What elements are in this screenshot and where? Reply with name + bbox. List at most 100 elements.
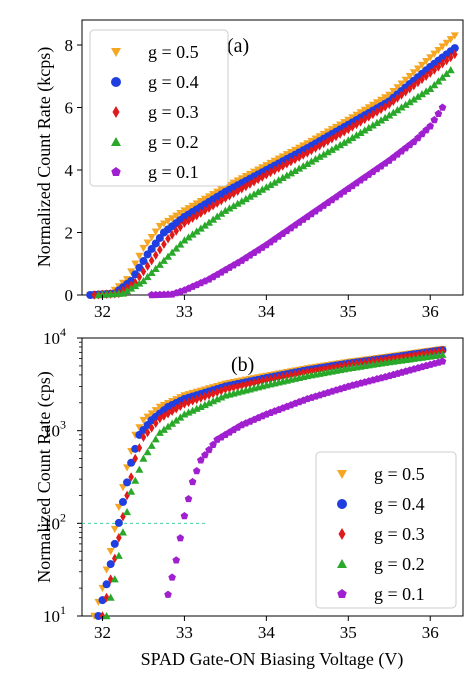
data-point bbox=[439, 58, 446, 69]
data-point bbox=[184, 205, 193, 213]
data-point bbox=[419, 74, 425, 85]
data-point bbox=[202, 391, 208, 402]
data-point bbox=[288, 370, 294, 381]
data-point bbox=[118, 484, 127, 492]
data-point bbox=[255, 174, 261, 185]
data-point bbox=[102, 612, 111, 620]
data-point bbox=[319, 130, 328, 139]
legend-marker bbox=[337, 470, 347, 479]
data-point bbox=[168, 573, 176, 581]
data-point bbox=[450, 32, 459, 40]
data-point bbox=[180, 236, 189, 244]
data-point bbox=[152, 418, 159, 429]
data-point bbox=[266, 180, 275, 189]
data-point bbox=[172, 212, 181, 220]
data-point bbox=[332, 143, 340, 151]
data-point bbox=[226, 383, 233, 394]
data-point bbox=[323, 128, 332, 136]
data-point bbox=[176, 240, 185, 248]
data-point bbox=[114, 551, 123, 559]
data-point bbox=[164, 422, 173, 430]
data-point bbox=[127, 487, 136, 495]
data-point bbox=[368, 101, 377, 109]
data-point bbox=[188, 230, 197, 238]
data-point bbox=[152, 250, 159, 260]
data-point bbox=[381, 113, 390, 122]
data-point bbox=[430, 81, 439, 89]
data-point bbox=[135, 465, 144, 473]
data-point bbox=[106, 593, 115, 601]
data-point bbox=[168, 215, 177, 223]
legend-item: g = 0.1 bbox=[111, 162, 199, 182]
data-point bbox=[143, 250, 152, 259]
data-point bbox=[192, 404, 201, 412]
panel-b-data-markers bbox=[90, 345, 447, 621]
data-point bbox=[415, 77, 421, 88]
data-point bbox=[434, 47, 443, 55]
data-point bbox=[438, 357, 447, 365]
data-point bbox=[413, 92, 422, 100]
data-point bbox=[340, 138, 349, 146]
data-point bbox=[271, 373, 278, 384]
y-tick-label: 104 bbox=[43, 325, 66, 348]
data-point bbox=[275, 163, 282, 173]
data-point bbox=[237, 197, 246, 205]
data-point bbox=[278, 153, 287, 161]
data-point bbox=[327, 126, 336, 134]
data-point bbox=[345, 124, 352, 135]
data-point bbox=[206, 390, 212, 400]
legend-item: g = 0.4 bbox=[111, 72, 199, 92]
data-point bbox=[406, 83, 413, 94]
data-point bbox=[254, 166, 263, 174]
panel-a-tag: (a) bbox=[227, 35, 249, 57]
data-point bbox=[397, 80, 406, 88]
data-point bbox=[238, 183, 245, 194]
data-point bbox=[143, 448, 152, 456]
data-point bbox=[188, 406, 197, 414]
panel-a-ticks: 32 33 34 35 36 0 2 4 6 8 bbox=[65, 36, 439, 321]
data-point bbox=[217, 393, 226, 401]
data-point bbox=[200, 221, 209, 229]
data-point bbox=[307, 137, 316, 146]
data-point bbox=[181, 398, 188, 409]
data-point bbox=[189, 396, 196, 406]
data-point bbox=[217, 186, 226, 194]
data-point bbox=[192, 227, 201, 235]
data-point bbox=[263, 169, 270, 180]
data-point bbox=[282, 151, 291, 159]
data-point bbox=[446, 66, 455, 74]
data-point bbox=[435, 62, 442, 72]
series-01 bbox=[147, 103, 447, 299]
series-02 bbox=[102, 350, 447, 620]
data-point bbox=[279, 161, 286, 171]
series-02 bbox=[94, 66, 455, 299]
data-point bbox=[172, 244, 181, 252]
data-point bbox=[409, 95, 418, 103]
legend-marker bbox=[337, 499, 347, 509]
data-point bbox=[192, 200, 201, 208]
data-point bbox=[377, 116, 386, 124]
data-point bbox=[143, 413, 152, 421]
data-point bbox=[389, 108, 398, 116]
legend-marker bbox=[112, 106, 120, 118]
data-point bbox=[127, 268, 136, 276]
data-point bbox=[110, 539, 119, 548]
data-point bbox=[159, 256, 168, 264]
data-point bbox=[446, 36, 455, 44]
data-point bbox=[189, 213, 196, 223]
data-point bbox=[102, 580, 111, 589]
data-point bbox=[221, 206, 230, 214]
data-point bbox=[295, 144, 304, 152]
data-point bbox=[181, 218, 188, 228]
x-tick-label: 35 bbox=[340, 623, 357, 642]
data-point bbox=[148, 255, 155, 266]
data-point bbox=[176, 413, 185, 421]
data-point bbox=[245, 192, 254, 200]
data-point bbox=[250, 168, 259, 176]
data-point bbox=[356, 109, 365, 117]
x-tick-label: 32 bbox=[94, 623, 111, 642]
legend-label: g = 0.4 bbox=[374, 494, 425, 514]
data-point bbox=[132, 453, 139, 464]
data-point bbox=[155, 223, 164, 231]
data-point bbox=[315, 152, 324, 160]
